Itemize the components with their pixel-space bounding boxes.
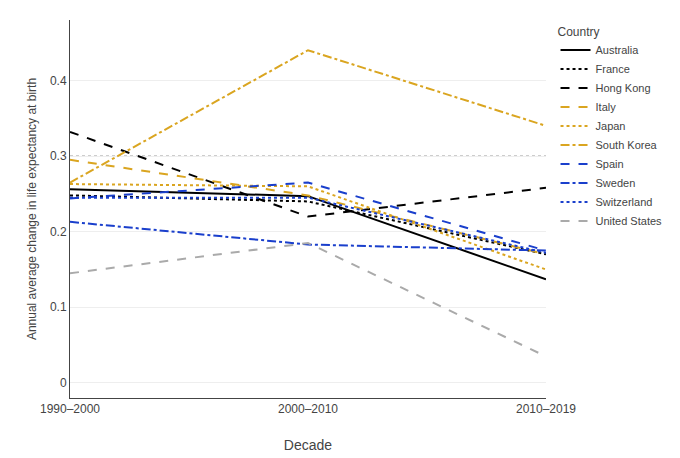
svg-text:Hong Kong: Hong Kong: [596, 82, 651, 94]
svg-text:0.1: 0.1: [50, 300, 67, 314]
svg-text:Switzerland: Switzerland: [596, 196, 653, 208]
svg-text:0.3: 0.3: [50, 149, 67, 163]
svg-text:1990–2000: 1990–2000: [40, 402, 100, 416]
svg-text:Annual average change in life: Annual average change in life expectancy…: [25, 78, 39, 340]
svg-text:0.4: 0.4: [50, 74, 67, 88]
svg-text:Japan: Japan: [596, 120, 626, 132]
svg-text:Spain: Spain: [596, 158, 624, 170]
svg-text:2010–2019: 2010–2019: [516, 402, 576, 416]
svg-text:Sweden: Sweden: [596, 177, 636, 189]
svg-text:0.2: 0.2: [50, 225, 67, 239]
svg-text:United States: United States: [596, 215, 663, 227]
svg-text:France: France: [596, 63, 630, 75]
svg-text:0: 0: [60, 376, 67, 390]
svg-text:Country: Country: [558, 25, 600, 39]
svg-text:Decade: Decade: [284, 437, 332, 453]
svg-text:Australia: Australia: [596, 44, 640, 56]
svg-text:Italy: Italy: [596, 101, 617, 113]
svg-text:South Korea: South Korea: [596, 139, 658, 151]
svg-text:2000–2010: 2000–2010: [278, 402, 338, 416]
